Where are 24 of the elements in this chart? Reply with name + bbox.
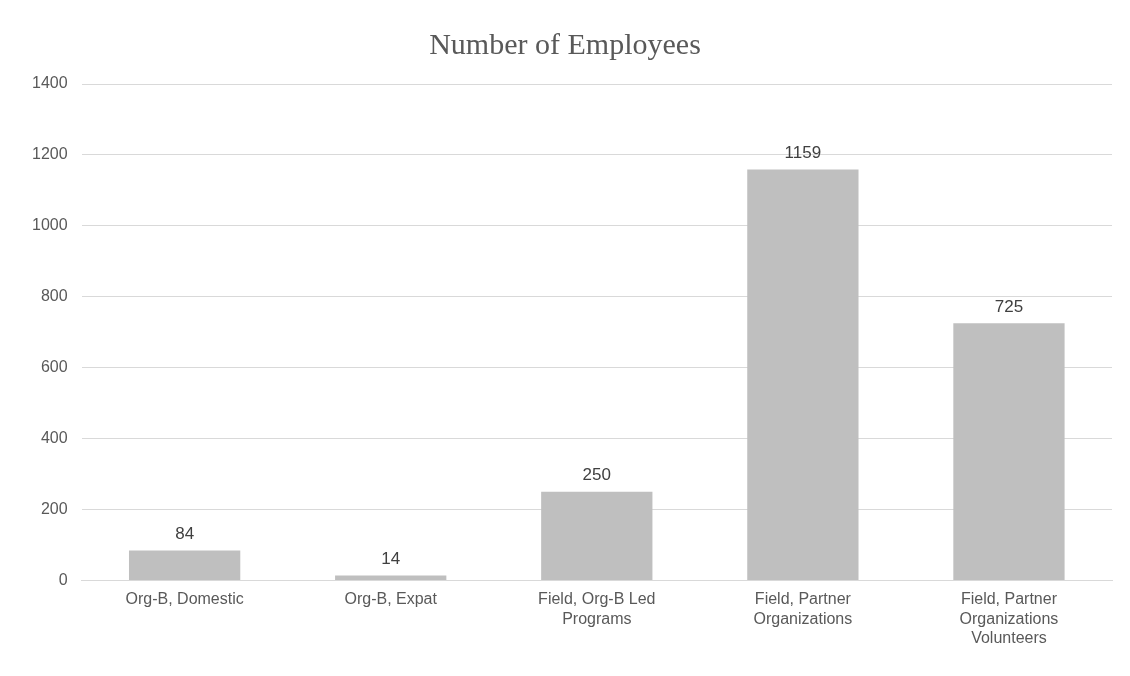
x-tick-label: Org-B, Domestic (125, 590, 244, 608)
y-tick-label: 1400 (32, 74, 68, 92)
data-label: 84 (175, 523, 195, 543)
bar (541, 491, 653, 580)
bar (335, 575, 447, 580)
chart-title: Number of Employees (429, 26, 701, 60)
x-tick-label: Field, Org-B Led Programs (538, 590, 656, 627)
x-tick-label: Org-B, Expat (344, 590, 438, 608)
bar (128, 550, 241, 580)
data-label: 725 (994, 296, 1024, 316)
bar (953, 323, 1065, 580)
data-label: 1159 (784, 142, 822, 162)
y-tick-label: 1200 (32, 145, 68, 163)
data-label: 14 (381, 548, 401, 568)
y-tick-label: 400 (40, 428, 68, 446)
bar (747, 169, 859, 580)
y-tick-label: 0 (58, 570, 68, 588)
y-tick-label: 800 (40, 287, 68, 305)
x-tick-label: Field, Partner Organizations Volunteers (959, 590, 1059, 646)
data-label: 250 (582, 464, 611, 484)
y-tick-label: 600 (40, 358, 68, 376)
x-tick-label: Field, Partner Organizations (753, 590, 853, 627)
y-tick-label: 1000 (32, 216, 68, 234)
y-tick-label: 200 (40, 499, 68, 517)
